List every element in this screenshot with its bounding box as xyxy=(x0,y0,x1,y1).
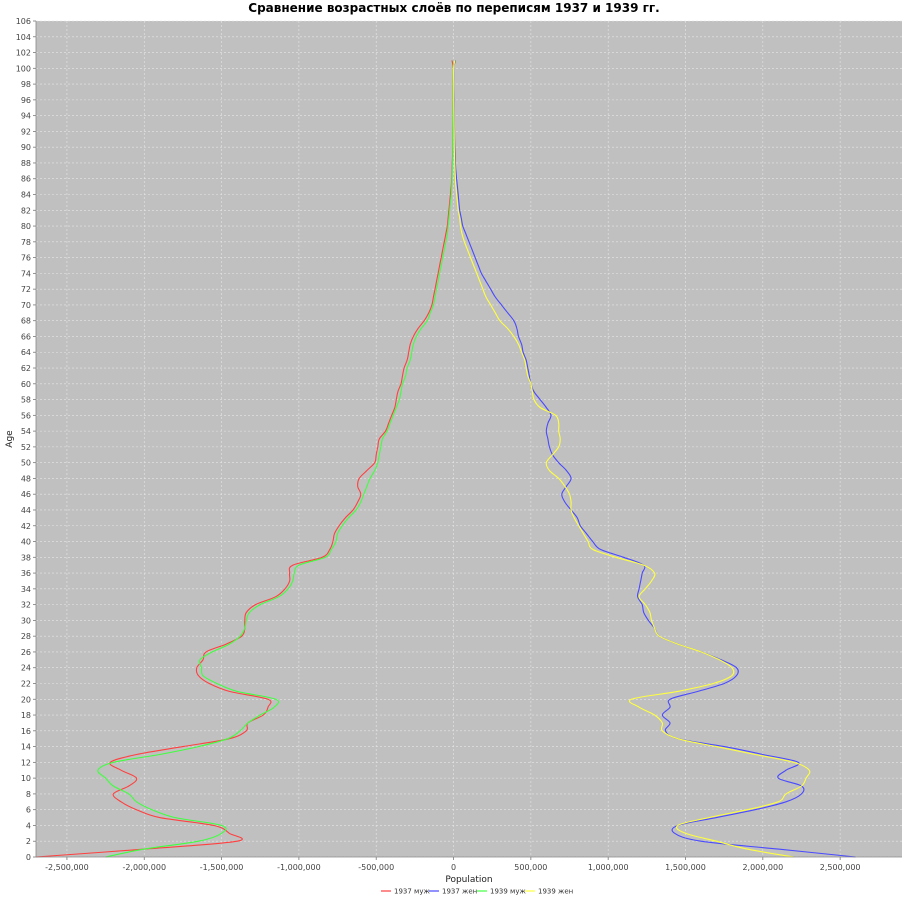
y-tick-label: 56 xyxy=(21,411,31,420)
x-tick-label: -2,000,000 xyxy=(122,863,166,872)
y-tick-label: 26 xyxy=(21,648,31,657)
legend-label-m1937: 1937 муж xyxy=(394,888,430,896)
y-tick-label: 34 xyxy=(21,585,31,594)
y-tick-label: 72 xyxy=(21,285,31,294)
y-tick-label: 76 xyxy=(21,254,31,263)
y-tick-label: 50 xyxy=(21,459,31,468)
y-tick-label: 0 xyxy=(26,853,31,862)
x-axis-label: Population xyxy=(445,875,492,885)
y-tick-label: 42 xyxy=(21,522,31,531)
y-tick-label: 74 xyxy=(21,269,31,278)
y-tick-label: 70 xyxy=(21,301,31,310)
y-tick-label: 100 xyxy=(16,64,31,73)
y-tick-label: 106 xyxy=(16,17,31,26)
y-tick-label: 28 xyxy=(21,632,31,641)
y-tick-label: 14 xyxy=(21,743,31,752)
y-axis-label: Age xyxy=(5,430,15,448)
x-axis-ticks: -2,500,000 -2,000,000 -1,500,000 -1,000,000… xyxy=(36,856,902,872)
y-tick-label: 20 xyxy=(21,695,31,704)
y-tick-label: 86 xyxy=(21,175,31,184)
plot-area xyxy=(36,21,902,857)
y-tick-label: 102 xyxy=(16,49,31,58)
y-tick-label: 64 xyxy=(21,348,31,357)
y-tick-label: 58 xyxy=(21,396,31,405)
y-tick-label: 2 xyxy=(26,837,31,846)
legend: 1937 муж 1937 жен 1939 муж 1939 жен xyxy=(381,888,573,896)
x-tick-label: -1,500,000 xyxy=(200,863,244,872)
x-tick-label: -2,500,000 xyxy=(45,863,89,872)
x-tick-label: 500,000 xyxy=(514,863,547,872)
x-tick-label: -1,000,000 xyxy=(277,863,321,872)
legend-label-f1937: 1937 жен xyxy=(442,888,477,896)
y-tick-label: 32 xyxy=(21,601,31,610)
y-tick-label: 48 xyxy=(21,474,31,483)
y-tick-label: 6 xyxy=(26,806,31,815)
y-tick-label: 94 xyxy=(21,112,31,121)
series-line-m1939 xyxy=(97,60,455,858)
y-tick-label: 46 xyxy=(21,490,31,499)
x-tick-label: 0 xyxy=(451,863,456,872)
y-tick-label: 52 xyxy=(21,443,31,452)
y-tick-label: 68 xyxy=(21,317,31,326)
y-tick-label: 40 xyxy=(21,538,31,547)
legend-label-m1939: 1939 муж xyxy=(490,888,526,896)
y-tick-label: 88 xyxy=(21,159,31,168)
x-tick-label: 2,500,000 xyxy=(820,863,861,872)
y-tick-label: 16 xyxy=(21,727,31,736)
y-tick-label: 92 xyxy=(21,127,31,136)
series-line-f1937 xyxy=(453,60,856,858)
y-tick-label: 10 xyxy=(21,774,31,783)
x-tick-label: 1,000,000 xyxy=(588,863,629,872)
y-axis-ticks: 0246810121416182022242628303234363840424… xyxy=(16,17,37,862)
x-tick-label: 1,500,000 xyxy=(665,863,706,872)
y-tick-label: 22 xyxy=(21,679,31,688)
y-tick-label: 90 xyxy=(21,143,31,152)
y-tick-label: 44 xyxy=(21,506,31,515)
y-tick-label: 38 xyxy=(21,553,31,562)
series-line-f1939 xyxy=(453,60,811,858)
grid-lines xyxy=(36,20,902,858)
y-tick-label: 80 xyxy=(21,222,31,231)
chart-title: Сравнение возрастных слоёв по переписям … xyxy=(248,1,659,15)
legend-label-f1939: 1939 жен xyxy=(538,888,573,896)
y-tick-label: 24 xyxy=(21,664,31,673)
y-tick-label: 62 xyxy=(21,364,31,373)
series-layer xyxy=(35,60,856,858)
series-line-m1937 xyxy=(35,60,455,858)
y-tick-label: 4 xyxy=(26,821,31,830)
y-tick-label: 82 xyxy=(21,206,31,215)
y-tick-label: 54 xyxy=(21,427,31,436)
y-tick-label: 36 xyxy=(21,569,31,578)
y-tick-label: 66 xyxy=(21,332,31,341)
y-tick-label: 104 xyxy=(16,33,31,42)
y-tick-label: 98 xyxy=(21,80,31,89)
y-tick-label: 78 xyxy=(21,238,31,247)
x-tick-label: -500,000 xyxy=(358,863,394,872)
y-tick-label: 18 xyxy=(21,711,31,720)
y-tick-label: 60 xyxy=(21,380,31,389)
x-tick-label: 2,000,000 xyxy=(742,863,783,872)
y-tick-label: 84 xyxy=(21,191,31,200)
y-tick-label: 8 xyxy=(26,790,31,799)
y-tick-label: 96 xyxy=(21,96,31,105)
y-tick-label: 12 xyxy=(21,758,31,767)
y-tick-label: 30 xyxy=(21,616,31,625)
